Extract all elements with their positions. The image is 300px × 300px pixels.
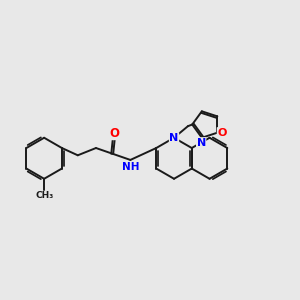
Text: N: N [169, 133, 178, 143]
Text: N: N [196, 138, 206, 148]
Text: CH₃: CH₃ [35, 191, 53, 200]
Text: O: O [110, 127, 120, 140]
Text: NH: NH [122, 162, 140, 172]
Text: O: O [217, 128, 227, 138]
